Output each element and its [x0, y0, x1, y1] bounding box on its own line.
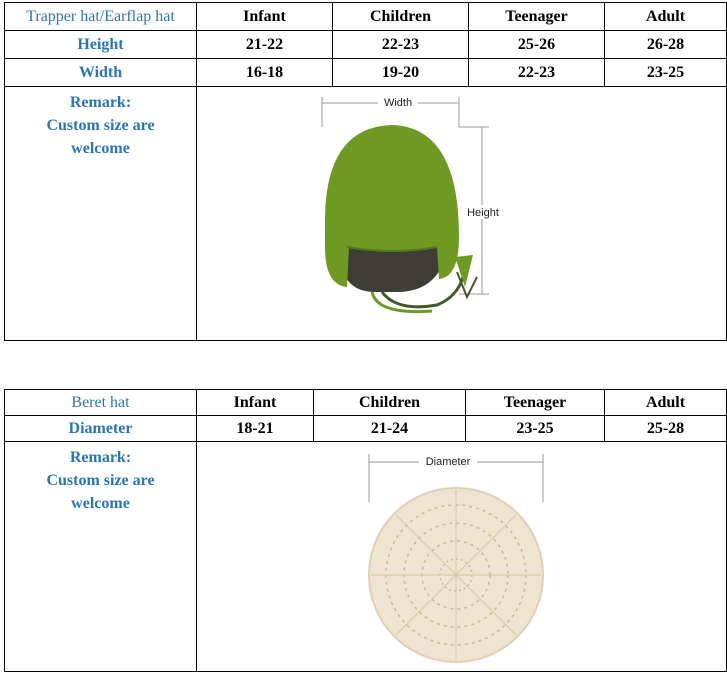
remark-line: Custom size are [46, 117, 155, 134]
beret-hat-icon [368, 487, 544, 663]
trapper-hat-image: Width Height [321, 95, 504, 314]
beret-type-label: Beret hat [4, 389, 197, 416]
trapper-image-cell: Width Height [196, 86, 727, 341]
trapper-size-table: Trapper hat/Earflap hat Infant Children … [4, 2, 727, 341]
height-label: Height [467, 207, 499, 219]
table-cell: 22-23 [468, 58, 605, 87]
trapper-width-label: Width [4, 58, 197, 87]
remark-line: Custom size are [46, 472, 155, 489]
trapper-header-infant: Infant [196, 2, 333, 31]
beret-header-adult: Adult [604, 389, 727, 416]
beret-header-infant: Infant [196, 389, 314, 416]
table-cell: 22-23 [332, 30, 469, 59]
beret-size-table: Beret hat Infant Children Teenager Adult… [4, 389, 727, 672]
trapper-header-children: Children [332, 2, 469, 31]
table-cell: 19-20 [332, 58, 469, 87]
trapper-height-row: Height 21-22 22-23 25-26 26-28 [4, 30, 727, 59]
table-cell: 23-25 [604, 58, 727, 87]
remark-title: Remark: [69, 449, 132, 466]
beret-remark-row: Remark: Custom size are welcome Diameter [4, 441, 727, 672]
beret-header-children: Children [313, 389, 466, 416]
trapper-header-adult: Adult [604, 2, 727, 31]
table-cell: 21-22 [196, 30, 333, 59]
trapper-type-label: Trapper hat/Earflap hat [4, 2, 197, 31]
trapper-remark: Remark: Custom size are welcome [4, 86, 197, 341]
table-cell: 25-26 [468, 30, 605, 59]
trapper-width-row: Width 16-18 19-20 22-23 23-25 [4, 58, 727, 87]
table-cell: 23-25 [465, 415, 605, 442]
remark-line: welcome [71, 495, 130, 512]
table-cell: 21-24 [313, 415, 466, 442]
beret-diameter-row: Diameter 18-21 21-24 23-25 25-28 [4, 415, 727, 442]
earflap-hat-icon [324, 125, 478, 314]
remark-title: Remark: [69, 94, 132, 111]
remark-line: welcome [71, 140, 130, 157]
beret-header-teenager: Teenager [465, 389, 605, 416]
table-cell: 26-28 [604, 30, 727, 59]
trapper-header-teenager: Teenager [468, 2, 605, 31]
trapper-header-row: Trapper hat/Earflap hat Infant Children … [4, 2, 727, 31]
beret-remark: Remark: Custom size are welcome [4, 441, 197, 672]
trapper-height-label: Height [4, 30, 197, 59]
table-cell: 25-28 [604, 415, 727, 442]
beret-image-cell: Diameter [196, 441, 727, 672]
table-cell: 16-18 [196, 58, 333, 87]
beret-hat-image: Diameter [368, 454, 544, 663]
table-cell: 18-21 [196, 415, 314, 442]
diameter-label: Diameter [426, 456, 471, 468]
beret-header-row: Beret hat Infant Children Teenager Adult [4, 389, 727, 416]
width-label: Width [384, 97, 412, 109]
beret-diameter-label: Diameter [4, 415, 197, 442]
trapper-remark-row: Remark: Custom size are welcome Width He… [4, 86, 727, 341]
